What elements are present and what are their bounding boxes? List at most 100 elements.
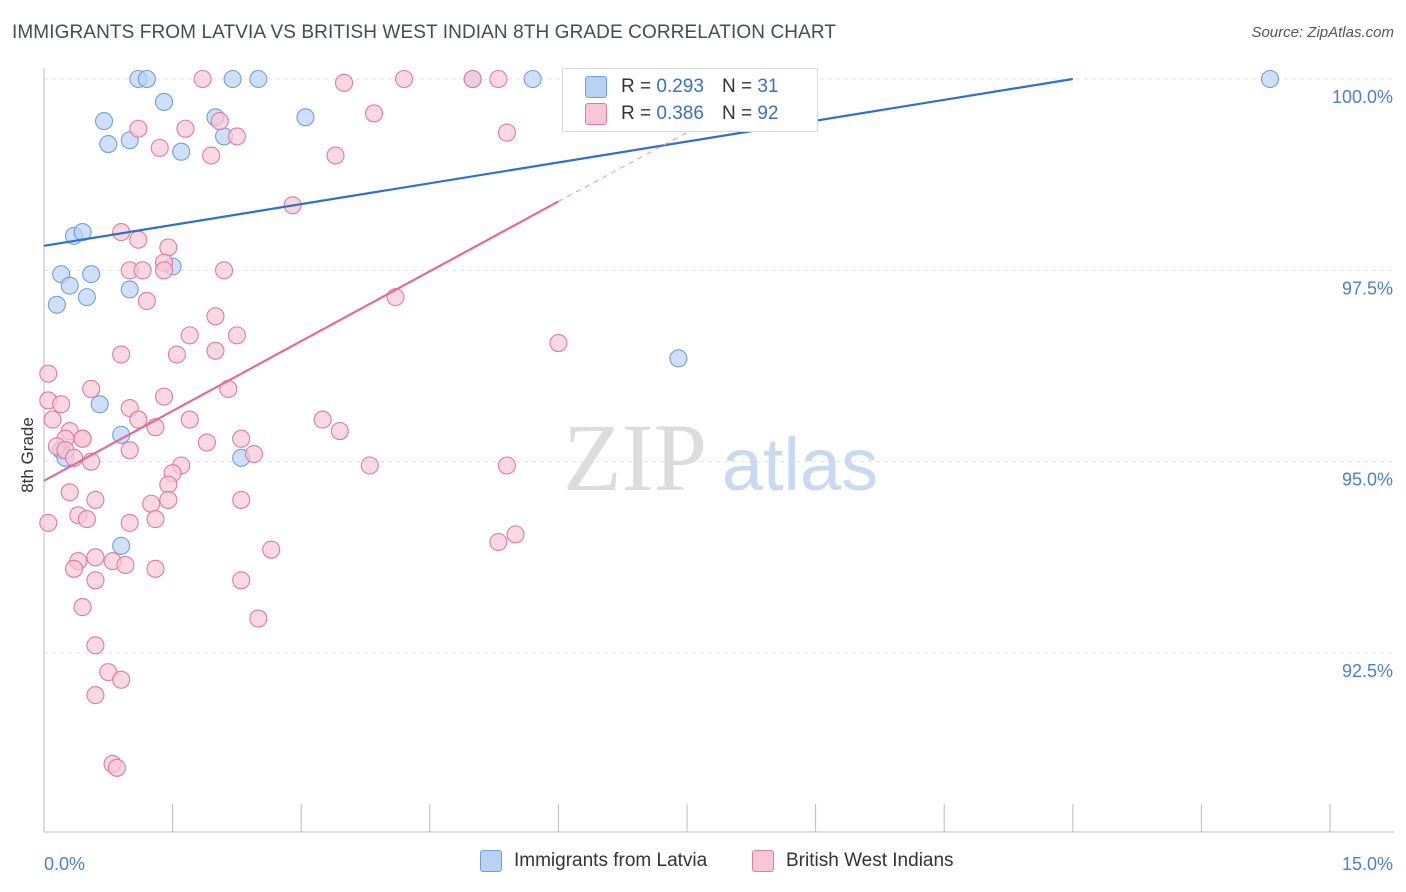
- point-bwi: [497, 123, 517, 142]
- point-bwi: [180, 410, 199, 429]
- point-latvia: [1260, 69, 1280, 89]
- bottom-legend-swatch-latvia: [480, 850, 502, 872]
- point-latvia: [82, 265, 101, 284]
- point-bwi: [39, 513, 58, 532]
- point-bwi: [180, 326, 199, 345]
- point-bwi: [232, 490, 251, 509]
- point-bwi: [133, 261, 152, 280]
- point-latvia: [60, 276, 79, 295]
- point-bwi: [227, 127, 246, 146]
- source-label: Source: ZipAtlas.com: [1251, 24, 1394, 41]
- bottom-legend-label-latvia: Immigrants from Latvia: [514, 850, 708, 871]
- point-bwi: [146, 510, 165, 529]
- point-bwi: [86, 548, 105, 567]
- axes: [43, 68, 1394, 833]
- y-axis-title: 8th Grade: [18, 417, 37, 493]
- point-bwi: [120, 513, 139, 532]
- point-bwi: [489, 69, 508, 89]
- y-tick-label: 100.0%: [1332, 87, 1393, 107]
- legend-n-label: N =: [721, 103, 753, 124]
- legend-r-label: R =: [621, 103, 652, 124]
- point-bwi: [43, 410, 62, 429]
- point-bwi: [39, 364, 58, 383]
- point-bwi: [214, 261, 234, 280]
- point-bwi: [206, 341, 225, 360]
- point-bwi: [549, 333, 568, 353]
- x-tick-label-min: 0.0%: [44, 854, 85, 874]
- x-tick-labels: 0.0% 15.0%: [44, 854, 1393, 874]
- point-bwi: [244, 444, 264, 464]
- point-bwi: [463, 69, 482, 89]
- point-bwi: [137, 291, 156, 310]
- point-bwi: [154, 261, 174, 280]
- point-bwi: [107, 758, 126, 777]
- grid-lines: [44, 78, 1394, 654]
- point-bwi: [202, 146, 221, 165]
- bottom-legend-label-bwi: British West Indians: [786, 850, 954, 871]
- point-bwi: [360, 456, 379, 475]
- point-bwi: [489, 532, 508, 552]
- trend-line-bwi: [43, 200, 559, 482]
- point-bwi: [146, 559, 165, 578]
- point-bwi: [330, 422, 349, 441]
- point-bwi: [159, 490, 178, 509]
- point-latvia: [296, 108, 315, 127]
- point-bwi: [120, 441, 139, 460]
- trend-line-latvia: [43, 77, 1073, 247]
- bottom-legend-latvia[interactable]: Immigrants from Latvia: [480, 850, 707, 872]
- legend-r-latvia: 0.293: [656, 76, 704, 97]
- legend-box: R = 0.293 N = 31 R = 0.386 N = 92: [562, 68, 818, 132]
- point-bwi: [150, 138, 169, 157]
- point-latvia: [47, 295, 66, 314]
- y-tick-labels: 92.5% 95.0% 97.5% 100.0%: [1332, 87, 1393, 681]
- point-latvia: [77, 288, 96, 307]
- bottom-legend-bwi[interactable]: British West Indians: [752, 850, 954, 872]
- y-tick-label: 97.5%: [1342, 278, 1393, 298]
- legend-n-bwi: 92: [757, 103, 779, 124]
- point-latvia: [137, 69, 156, 89]
- point-bwi: [365, 104, 384, 123]
- x-tick-label-max: 15.0%: [1342, 854, 1393, 874]
- point-latvia: [94, 112, 114, 131]
- point-latvia: [90, 395, 109, 414]
- watermark: ZIP atlas: [563, 404, 878, 511]
- point-bwi: [167, 345, 186, 364]
- point-latvia: [120, 280, 139, 299]
- point-bwi: [227, 326, 246, 345]
- y-tick-label: 95.0%: [1342, 470, 1393, 490]
- point-bwi: [326, 146, 345, 165]
- point-bwi: [176, 119, 195, 138]
- point-bwi: [395, 69, 414, 89]
- point-bwi: [159, 475, 178, 494]
- point-latvia: [154, 92, 174, 112]
- point-bwi: [112, 670, 131, 689]
- y-tick-label: 92.5%: [1342, 661, 1393, 681]
- point-latvia: [172, 142, 191, 161]
- point-bwi: [142, 494, 161, 513]
- legend-r-bwi: 0.386: [656, 103, 704, 124]
- point-latvia: [249, 69, 268, 89]
- watermark-atlas: atlas: [722, 423, 878, 506]
- point-bwi: [86, 571, 105, 590]
- point-bwi: [210, 112, 229, 131]
- point-bwi: [129, 410, 148, 429]
- legend-swatch-latvia: [585, 76, 607, 98]
- point-bwi: [249, 609, 268, 628]
- point-bwi: [112, 345, 131, 364]
- point-bwi: [73, 598, 92, 617]
- point-bwi: [154, 387, 174, 406]
- point-bwi: [64, 559, 84, 578]
- watermark-zip: ZIP: [563, 404, 707, 511]
- chart-title: IMMIGRANTS FROM LATVIA VS BRITISH WEST I…: [12, 22, 837, 43]
- legend-n-latvia: 31: [757, 76, 779, 97]
- bottom-legend-swatch-bwi: [752, 850, 774, 872]
- point-bwi: [335, 73, 354, 92]
- series-bwi-points: [39, 69, 568, 777]
- point-bwi: [262, 540, 281, 559]
- point-latvia: [669, 349, 688, 368]
- point-bwi: [129, 230, 148, 249]
- point-bwi: [159, 238, 178, 257]
- point-bwi: [232, 429, 251, 448]
- point-bwi: [197, 433, 216, 452]
